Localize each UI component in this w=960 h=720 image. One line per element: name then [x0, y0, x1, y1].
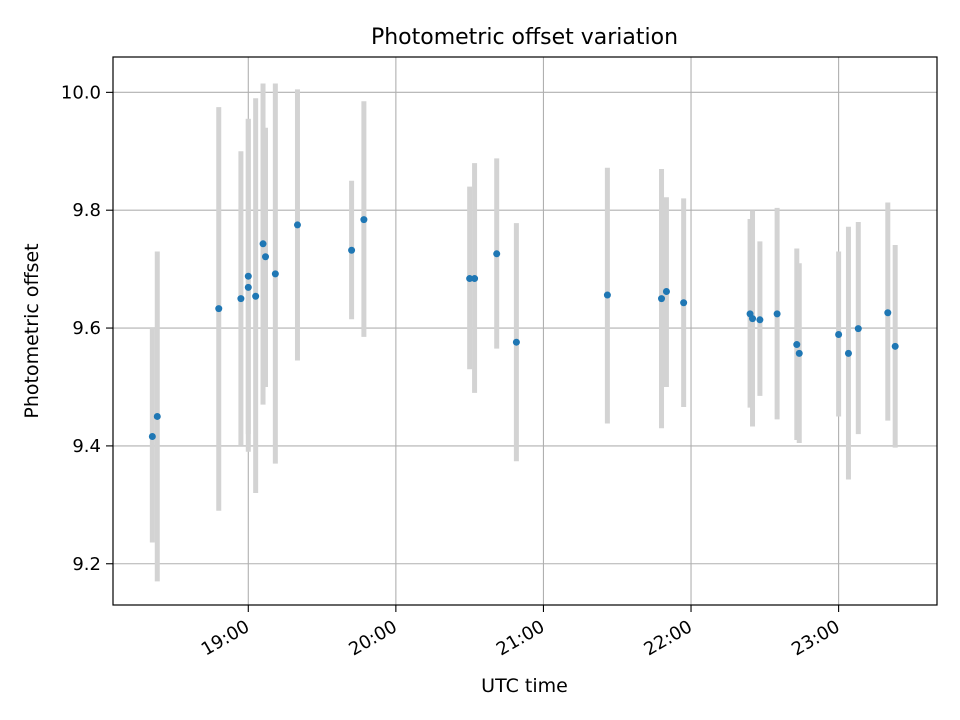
y-tick-label: 9.6: [72, 318, 101, 339]
data-point: [854, 325, 862, 333]
data-point: [259, 240, 267, 248]
data-point: [215, 305, 223, 313]
data-point: [773, 310, 781, 318]
y-axis-ticks: 9.2 9.4 9.6 9.8 10.0: [61, 82, 113, 575]
data-point: [360, 216, 368, 224]
data-point: [237, 295, 245, 303]
plot-frame: [112, 56, 938, 606]
data-point: [262, 253, 270, 261]
data-point: [844, 349, 852, 357]
data-point: [891, 342, 899, 350]
y-tick-label: 9.4: [72, 436, 101, 457]
data-point: [293, 221, 301, 229]
data-point: [884, 309, 892, 317]
data-point: [148, 432, 156, 440]
data-point: [244, 283, 252, 291]
data-points: [148, 216, 899, 440]
data-point: [756, 316, 764, 324]
y-tick-label: 9.8: [72, 200, 101, 221]
data-point: [493, 250, 501, 258]
data-point: [153, 412, 161, 420]
data-point: [658, 295, 666, 303]
data-point: [749, 315, 757, 323]
data-point: [680, 299, 688, 307]
y-axis-label: Photometric offset: [21, 243, 43, 418]
data-point: [252, 292, 260, 300]
x-axis-label: UTC time: [481, 675, 568, 697]
data-point: [793, 341, 801, 349]
data-point: [348, 246, 356, 254]
data-point: [271, 270, 279, 278]
data-point: [835, 331, 843, 339]
data-point: [512, 338, 520, 346]
data-point: [603, 291, 611, 299]
chart-title: Photometric offset variation: [371, 25, 678, 50]
y-tick-label: 9.2: [72, 554, 101, 575]
y-tick-label: 10.0: [61, 82, 101, 103]
data-point: [244, 272, 252, 280]
data-point: [795, 349, 803, 357]
data-point: [466, 275, 474, 283]
data-point: [471, 275, 479, 283]
data-point: [662, 288, 670, 296]
